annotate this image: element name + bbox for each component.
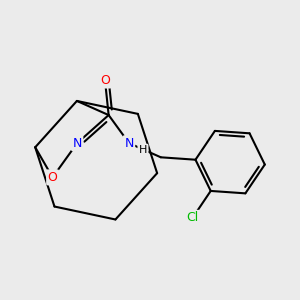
Text: O: O	[48, 171, 58, 184]
Text: O: O	[100, 74, 110, 87]
Text: H: H	[139, 145, 147, 155]
Text: Cl: Cl	[187, 211, 199, 224]
Text: N: N	[124, 137, 134, 150]
Text: N: N	[73, 136, 82, 150]
